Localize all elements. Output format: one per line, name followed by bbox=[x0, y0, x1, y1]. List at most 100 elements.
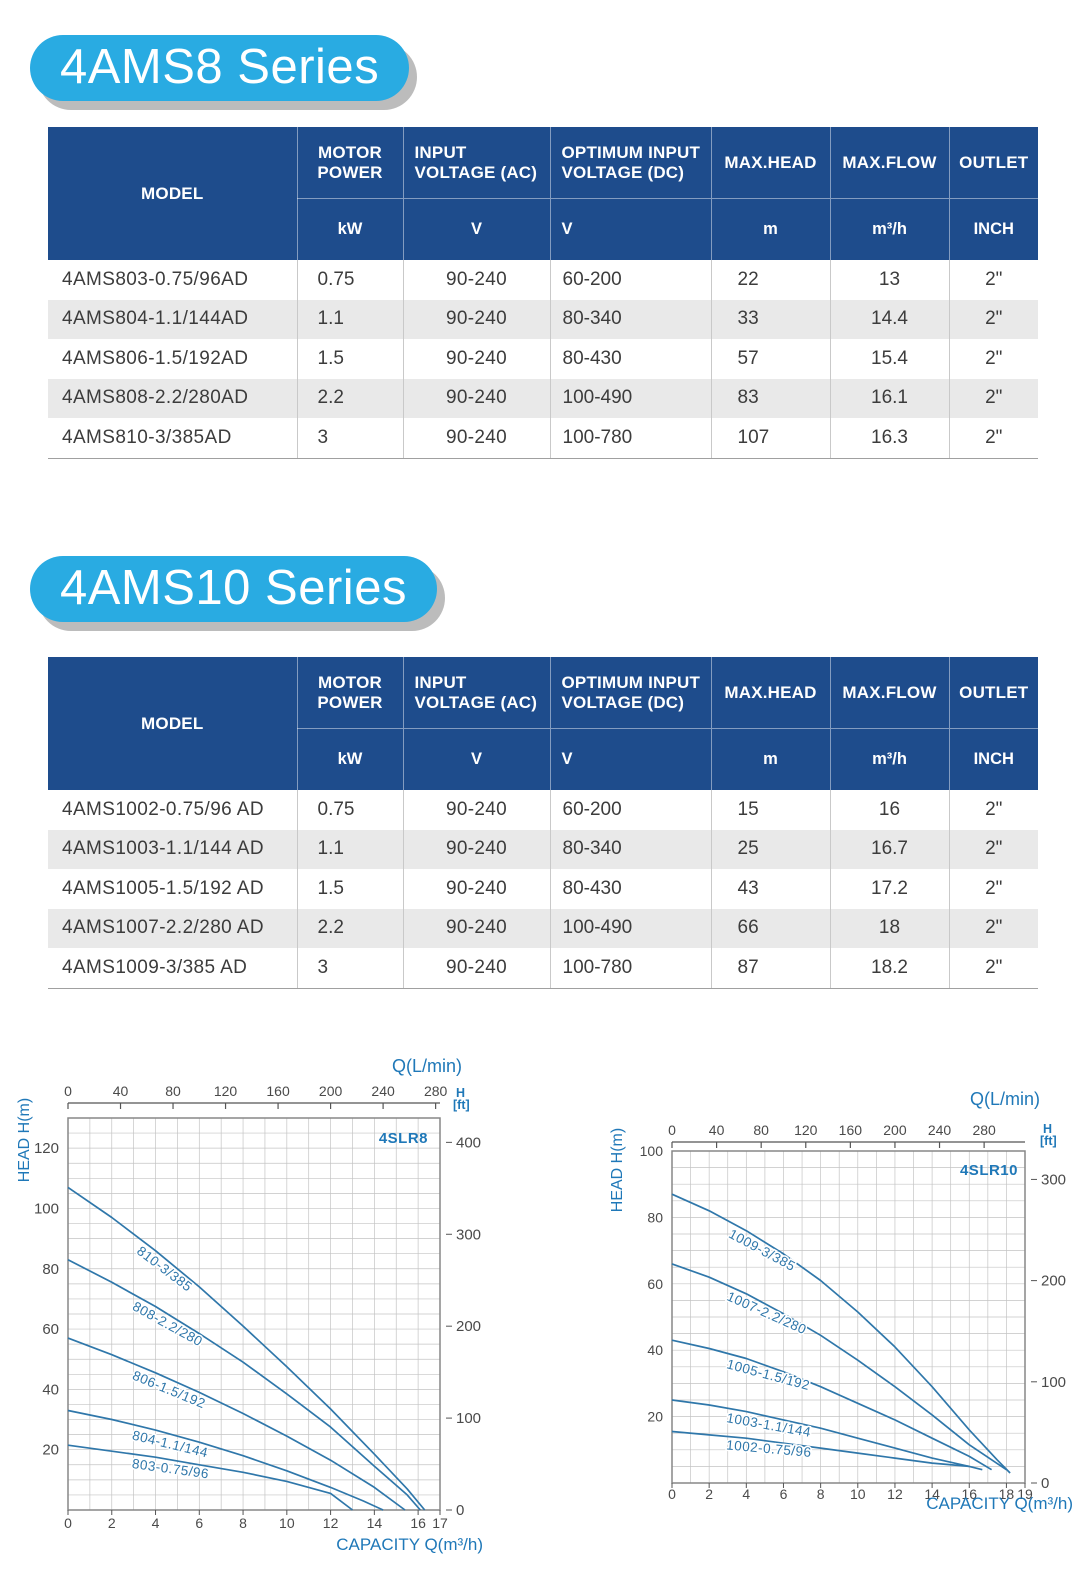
spec-cell: 43 bbox=[710, 869, 830, 909]
spec-cell: 3 bbox=[296, 418, 403, 459]
svg-text:0: 0 bbox=[456, 1502, 464, 1519]
svg-text:40: 40 bbox=[709, 1122, 725, 1138]
curve-label-1003-1.1/144: 1003-1.1/144 bbox=[725, 1410, 812, 1440]
header-unit-cell: m bbox=[710, 198, 830, 260]
grid-lines bbox=[68, 1118, 440, 1510]
top-axis-ruler bbox=[671, 1141, 1025, 1148]
spec-cell: 100-780 bbox=[549, 948, 711, 989]
header-unit-cell: m bbox=[710, 728, 830, 790]
svg-text:0: 0 bbox=[64, 1083, 72, 1099]
svg-text:200: 200 bbox=[456, 1318, 481, 1335]
svg-text:40: 40 bbox=[113, 1083, 129, 1099]
model-cell: 4AMS806-1.5/192AD bbox=[62, 347, 249, 369]
svg-text:200: 200 bbox=[883, 1122, 907, 1138]
spec-row: 4AMS803-0.75/96AD 0.75 90-240 60-200 22 13 2" bbox=[48, 260, 1038, 300]
svg-text:20: 20 bbox=[42, 1442, 59, 1459]
spec-cell: 80-340 bbox=[549, 299, 711, 339]
header-unit-cell: V bbox=[549, 728, 711, 790]
svg-text:240: 240 bbox=[928, 1122, 952, 1138]
svg-text:80: 80 bbox=[753, 1122, 769, 1138]
spec-row: 4AMS1003-1.1/144 AD 1.1 90-240 80-340 25 16.7… bbox=[48, 829, 1038, 869]
svg-text:240: 240 bbox=[371, 1083, 395, 1099]
header-cell: OUTLET bbox=[948, 127, 1038, 199]
model-cell: 4AMS1007-2.2/280 AD bbox=[62, 917, 264, 939]
header-cell: MAX.HEAD bbox=[710, 127, 830, 199]
spec-cell: 1.1 bbox=[296, 829, 403, 869]
model-cell: 4AMS810-3/385AD bbox=[48, 418, 297, 459]
svg-text:8: 8 bbox=[817, 1486, 825, 1502]
spec-row: 4AMS1009-3/385 AD 3 90-240 100-780 87 18.2 2" bbox=[48, 948, 1038, 989]
svg-text:100: 100 bbox=[640, 1143, 664, 1159]
svg-text:16: 16 bbox=[410, 1515, 426, 1531]
curve-label-1007-2.2/280: 1007-2.2/280 bbox=[725, 1289, 809, 1338]
spec-cell: 16.3 bbox=[829, 418, 949, 459]
spec-cell: 90-240 bbox=[402, 260, 550, 300]
svg-text:120: 120 bbox=[214, 1083, 238, 1099]
svg-text:160: 160 bbox=[266, 1083, 290, 1099]
svg-text:400: 400 bbox=[456, 1134, 481, 1151]
svg-text:160: 160 bbox=[839, 1122, 863, 1138]
header-cell: OPTIMUM INPUT VOLTAGE (DC) bbox=[549, 657, 711, 729]
svg-text:2: 2 bbox=[705, 1486, 713, 1502]
spec-cell: 2" bbox=[948, 829, 1038, 869]
svg-text:0: 0 bbox=[64, 1515, 72, 1531]
left-axis-title: HEAD H(m) bbox=[609, 1128, 626, 1212]
spec-cell: 13 bbox=[829, 260, 949, 300]
spec-cell: 2" bbox=[948, 260, 1038, 300]
svg-text:120: 120 bbox=[34, 1140, 59, 1157]
svg-text:200: 200 bbox=[319, 1083, 343, 1099]
svg-text:120: 120 bbox=[794, 1122, 818, 1138]
spec-row: 4AMS804-1.1/144AD 1.1 90-240 80-340 33 14.4 2" bbox=[48, 299, 1038, 339]
header-cell: MAX.FLOW bbox=[829, 127, 949, 199]
curve-806-1.5/192 bbox=[67, 1337, 406, 1511]
spec-cell: 90-240 bbox=[402, 418, 550, 459]
svg-text:100: 100 bbox=[1041, 1374, 1066, 1391]
spec-cell: 1.5 bbox=[296, 339, 403, 379]
header-cell: INPUT VOLTAGE (AC) bbox=[402, 657, 550, 729]
spec-cell: 0.75 bbox=[296, 790, 403, 830]
spec-row: 4AMS810-3/385AD 3 90-240 100-780 107 16.3 2" bbox=[48, 418, 1038, 459]
spec-cell: 2" bbox=[948, 299, 1038, 339]
spec-cell: 57 bbox=[710, 339, 830, 379]
spec-cell: 90-240 bbox=[402, 869, 550, 909]
left-axis-title: HEAD H(m) bbox=[16, 1098, 33, 1182]
header-cell: OUTLET bbox=[948, 657, 1038, 729]
spec-cell: 80-430 bbox=[549, 339, 711, 379]
spec-cell: 60-200 bbox=[549, 790, 711, 830]
series10-title: 4AMS10 Series bbox=[60, 561, 407, 615]
svg-text:6: 6 bbox=[780, 1486, 788, 1502]
svg-text:0: 0 bbox=[668, 1122, 676, 1138]
svg-text:0: 0 bbox=[1041, 1475, 1049, 1492]
bottom-axis-title: CAPACITY Q(m³/h) bbox=[926, 1494, 1073, 1513]
spec-cell: 14.4 bbox=[829, 299, 949, 339]
top-axis-ruler bbox=[67, 1102, 440, 1109]
spec-row: 4AMS808-2.2/280AD 2.2 90-240 100-490 83 16.1 2… bbox=[48, 378, 1038, 418]
spec-cell: 0.75 bbox=[296, 260, 403, 300]
header-cell: MOTOR POWER bbox=[296, 657, 403, 729]
curve-1005-1.5/192 bbox=[671, 1339, 993, 1471]
svg-text:200: 200 bbox=[1041, 1273, 1066, 1290]
chart-series-name: 4SLR8 bbox=[379, 1130, 428, 1147]
spec-cell: 17.2 bbox=[829, 869, 949, 909]
spec-cell: 1.5 bbox=[296, 869, 403, 909]
header-unit-cell: INCH bbox=[948, 728, 1038, 790]
svg-text:[ft]: [ft] bbox=[453, 1098, 470, 1112]
svg-text:17: 17 bbox=[432, 1515, 448, 1531]
curve-1003-1.1/144 bbox=[671, 1399, 983, 1471]
header-cell: MOTOR POWER bbox=[296, 127, 403, 199]
spec-cell: 1.1 bbox=[296, 299, 403, 339]
svg-text:4: 4 bbox=[742, 1486, 750, 1502]
svg-text:19: 19 bbox=[1017, 1486, 1033, 1502]
svg-text:8: 8 bbox=[239, 1515, 247, 1531]
svg-text:14: 14 bbox=[367, 1515, 383, 1531]
curve-1009-3/385 bbox=[671, 1193, 1011, 1474]
bottom-axis-title: CAPACITY Q(m³/h) bbox=[336, 1535, 483, 1554]
svg-text:80: 80 bbox=[165, 1083, 181, 1099]
svg-text:20: 20 bbox=[647, 1409, 663, 1425]
header-unit-cell: kW bbox=[296, 728, 403, 790]
spec-cell: 2" bbox=[948, 869, 1038, 909]
chart-4slr10: 0 40 80 120 160 200 240 280 0 2 4 6 8 10 12 14 16 18 19 20 4… bbox=[600, 1075, 1076, 1545]
svg-text:H: H bbox=[456, 1086, 465, 1100]
spec-cell: 16.1 bbox=[829, 378, 949, 418]
